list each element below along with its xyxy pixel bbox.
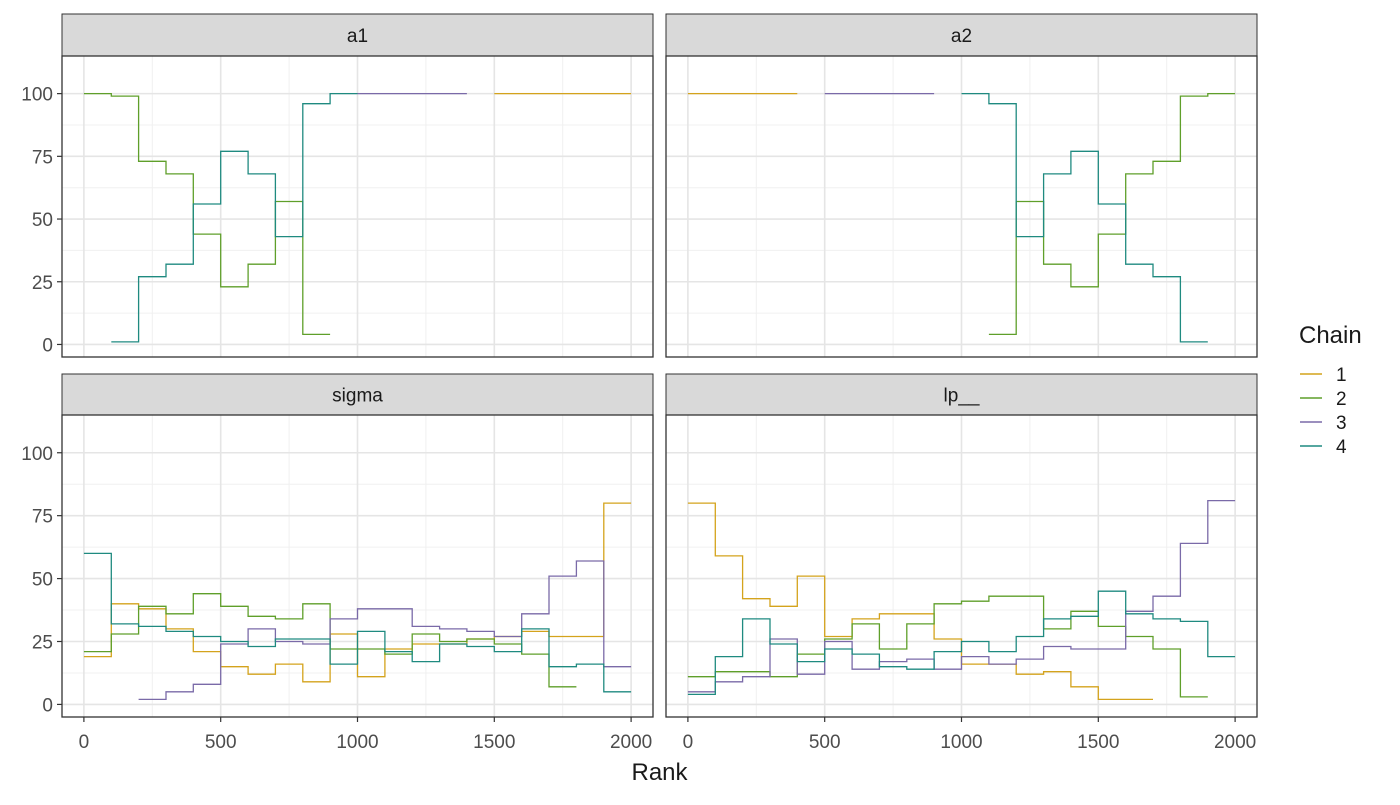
x-axis-title: Rank bbox=[631, 759, 688, 786]
series-line-chain-4 bbox=[111, 92, 358, 343]
facet-panel-a1: a1 0 25 50 75 100 bbox=[21, 13, 654, 358]
y-tick-label: 100 bbox=[21, 444, 53, 465]
x-tick-label: 500 bbox=[205, 732, 237, 753]
facet-title: a2 bbox=[951, 26, 972, 47]
y-tick-label: 0 bbox=[42, 695, 53, 716]
series-line-chain-4 bbox=[961, 92, 1208, 343]
facet-strip bbox=[61, 13, 654, 57]
x-tick-label: 1000 bbox=[940, 732, 982, 753]
x-tick-label: 1500 bbox=[473, 732, 515, 753]
y-tick-label: 75 bbox=[32, 507, 53, 528]
legend-label: 3 bbox=[1336, 413, 1347, 434]
x-tick-label: 2000 bbox=[1214, 732, 1256, 753]
series-line-chain-4 bbox=[83, 552, 632, 693]
y-tick-label: 75 bbox=[32, 147, 53, 168]
y-tick-label: 50 bbox=[32, 210, 53, 231]
legend-label: 1 bbox=[1336, 365, 1347, 386]
facet-panel-a2: a2 bbox=[665, 13, 1258, 358]
series-line-chain-3 bbox=[138, 560, 632, 701]
x-tick-label: 0 bbox=[683, 732, 694, 753]
facet-title: sigma bbox=[332, 386, 383, 407]
panel-border bbox=[665, 55, 1258, 358]
facet-strip bbox=[665, 13, 1258, 57]
x-tick-label: 1000 bbox=[336, 732, 378, 753]
y-tick-label: 25 bbox=[32, 633, 53, 654]
facet-title: lp__ bbox=[944, 386, 980, 407]
y-tick-label: 25 bbox=[32, 273, 53, 294]
facet-strip bbox=[665, 373, 1258, 416]
y-tick-label: 100 bbox=[21, 85, 53, 106]
series-line-chain-4 bbox=[687, 590, 1236, 696]
series-line-chain-2 bbox=[988, 92, 1236, 336]
y-tick-label: 50 bbox=[32, 570, 53, 591]
x-tick-label: 1500 bbox=[1077, 732, 1119, 753]
panel-border bbox=[61, 55, 654, 358]
legend-label: 2 bbox=[1336, 389, 1347, 410]
x-tick-label: 0 bbox=[79, 732, 90, 753]
series-line-chain-3 bbox=[687, 499, 1236, 693]
series-line-chain-1 bbox=[687, 502, 1153, 701]
facet-panel-lp__: lp__ 0 500 1000 1500 2000 bbox=[665, 373, 1258, 753]
x-tick-label: 500 bbox=[809, 732, 841, 753]
x-tick-label: 2000 bbox=[610, 732, 652, 753]
series-line-chain-2 bbox=[83, 92, 331, 336]
series-line-chain-2 bbox=[83, 593, 577, 688]
facet-strip bbox=[61, 373, 654, 416]
legend-label: 4 bbox=[1336, 437, 1347, 458]
y-tick-label: 0 bbox=[42, 335, 53, 356]
legend-title: Chain bbox=[1299, 322, 1362, 349]
facet-title: a1 bbox=[347, 26, 368, 47]
legend: Chain 1 2 3 4 bbox=[1299, 322, 1362, 458]
